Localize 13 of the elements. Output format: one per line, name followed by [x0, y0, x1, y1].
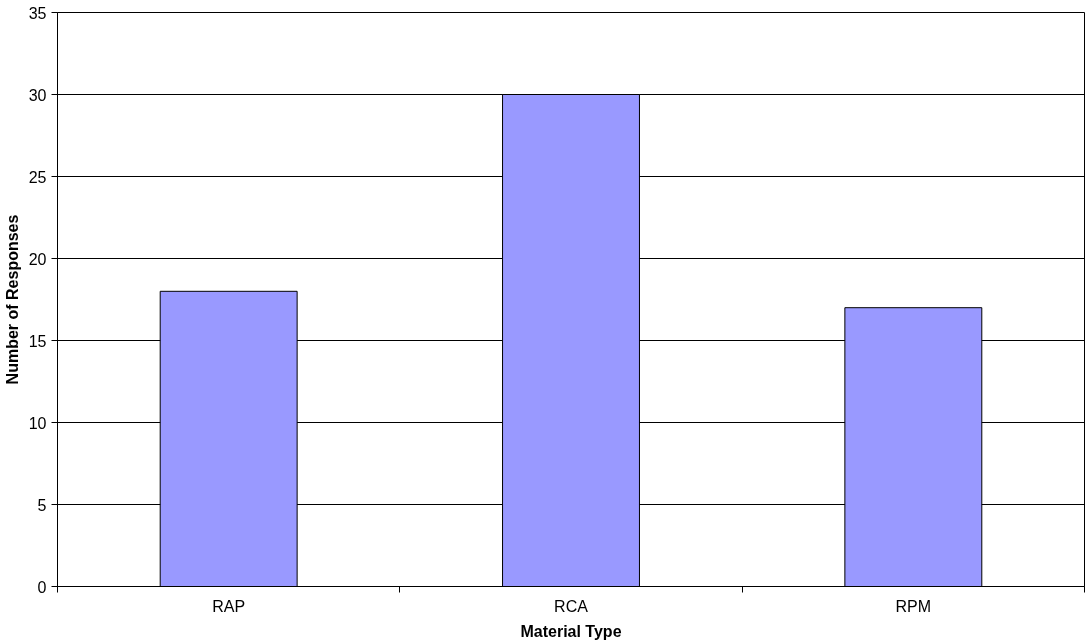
y-tick-label: 25: [28, 168, 47, 186]
y-tick-label: 30: [28, 86, 47, 104]
y-tick-label: 10: [28, 414, 47, 432]
y-tick-label: 35: [28, 4, 47, 22]
x-tick-label: RAP: [212, 597, 246, 615]
y-axis-title: Number of Responses: [3, 214, 21, 385]
x-tick-label: RCA: [554, 597, 589, 615]
x-tick-label: RPM: [895, 597, 932, 615]
y-tick-label: 15: [28, 332, 47, 350]
y-tick-label: 5: [37, 496, 47, 514]
y-tick-label: 20: [28, 250, 47, 268]
y-tick-label: 0: [37, 578, 47, 596]
x-axis-title: Material Type: [520, 622, 622, 640]
